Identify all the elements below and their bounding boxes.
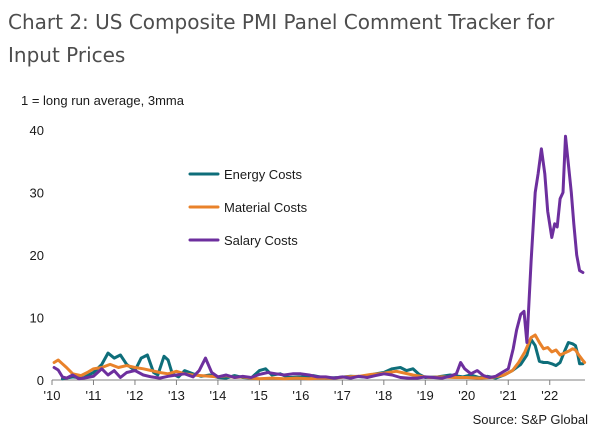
y-tick-label: 40 [30,123,44,138]
legend-label-energy: Energy Costs [224,167,303,182]
x-tick-label: '19 [417,388,434,403]
x-tick-label: '14 [209,388,226,403]
x-tick-label: '11 [85,388,101,403]
x-tick-label: '20 [458,388,475,403]
x-tick-label: '16 [292,388,309,403]
x-tick-label: '21 [500,388,517,403]
legend-label-salary: Salary Costs [224,233,298,248]
y-axis-label: 1 = long run average, 3mma [21,93,184,108]
x-tick-label: '13 [168,388,185,403]
axes-layer: 0 10 20 30 40 '10 '11 '12 '13 '14 '15 '16 '17 '18 '19 '… [30,123,585,403]
x-tick-label: '17 [334,388,351,403]
y-tick-label: 10 [30,311,44,326]
x-tick-label: '18 [375,388,392,403]
chart-title: Chart 2: US Composite PMI Panel Comment … [8,10,555,67]
y-tick-label: 0 [37,373,44,388]
y-tick-label: 30 [30,186,44,201]
x-tick-label: '10 [44,388,61,403]
source-note: Source: S&P Global [472,412,588,427]
series-layer [52,134,587,381]
legend-label-material: Material Costs [224,200,308,215]
x-tick-label: '15 [251,388,268,403]
series-line-salary [52,134,585,381]
x-tick-label: '12 [126,388,143,403]
y-tick-label: 20 [30,248,44,263]
x-tick-label: '22 [541,388,558,403]
legend: Energy Costs Material Costs Salary Costs [188,167,308,248]
